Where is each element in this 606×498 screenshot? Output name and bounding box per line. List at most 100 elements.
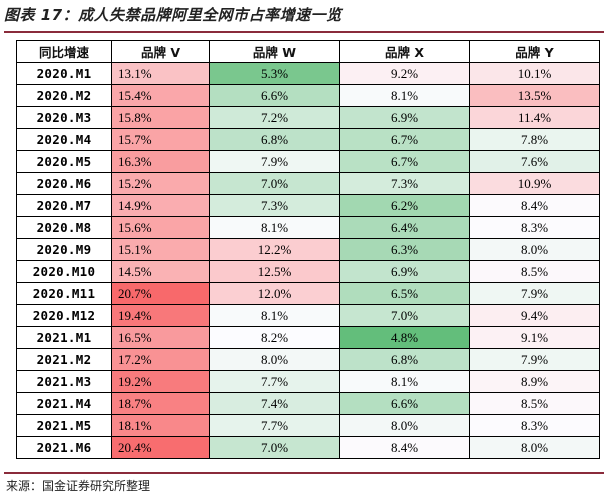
- cell-period: 2020.M8: [16, 216, 112, 239]
- cell-brand-v: 15.6%: [111, 216, 210, 239]
- header-brand-w: 品牌 W: [209, 40, 340, 63]
- cell-brand-y: 13.5%: [469, 84, 600, 107]
- source-rule: [4, 472, 604, 474]
- cell-brand-y: 8.0%: [469, 238, 600, 261]
- table-body: 2020.M1 13.1% 5.3% 9.2% 10.1% 2020.M2 15.4% 6.6…: [16, 62, 600, 459]
- cell-period: 2020.M2: [16, 84, 112, 107]
- cell-brand-x: 6.6%: [339, 392, 470, 415]
- cell-brand-w: 8.1%: [209, 216, 340, 239]
- cell-period: 2021.M1: [16, 326, 112, 349]
- table-row: 2021.M6 20.4% 7.0% 8.4% 8.0%: [16, 436, 600, 459]
- cell-period: 2020.M10: [16, 260, 112, 283]
- cell-brand-v: 19.4%: [111, 304, 210, 327]
- cell-brand-w: 7.0%: [209, 172, 340, 195]
- cell-brand-w: 8.2%: [209, 326, 340, 349]
- cell-brand-x: 6.5%: [339, 282, 470, 305]
- cell-brand-w: 6.6%: [209, 84, 340, 107]
- cell-brand-y: 8.0%: [469, 436, 600, 459]
- cell-brand-v: 19.2%: [111, 370, 210, 393]
- cell-brand-x: 6.3%: [339, 238, 470, 261]
- cell-period: 2021.M4: [16, 392, 112, 415]
- cell-brand-v: 18.7%: [111, 392, 210, 415]
- cell-period: 2021.M6: [16, 436, 112, 459]
- cell-brand-x: 8.4%: [339, 436, 470, 459]
- cell-brand-y: 9.1%: [469, 326, 600, 349]
- table-row: 2020.M1 13.1% 5.3% 9.2% 10.1%: [16, 62, 600, 85]
- cell-brand-v: 15.1%: [111, 238, 210, 261]
- cell-brand-w: 12.0%: [209, 282, 340, 305]
- cell-brand-w: 7.9%: [209, 150, 340, 173]
- cell-brand-y: 8.5%: [469, 392, 600, 415]
- cell-brand-w: 12.2%: [209, 238, 340, 261]
- cell-brand-v: 15.2%: [111, 172, 210, 195]
- table-row: 2020.M12 19.4% 8.1% 7.0% 9.4%: [16, 304, 600, 327]
- cell-brand-y: 7.9%: [469, 282, 600, 305]
- table-row: 2020.M7 14.9% 7.3% 6.2% 8.4%: [16, 194, 600, 217]
- cell-brand-v: 14.9%: [111, 194, 210, 217]
- cell-brand-x: 8.1%: [339, 84, 470, 107]
- table-row: 2020.M5 16.3% 7.9% 6.7% 7.6%: [16, 150, 600, 173]
- cell-brand-v: 20.7%: [111, 282, 210, 305]
- table-row: 2020.M8 15.6% 8.1% 6.4% 8.3%: [16, 216, 600, 239]
- cell-brand-y: 8.9%: [469, 370, 600, 393]
- cell-brand-w: 7.7%: [209, 414, 340, 437]
- table-row: 2020.M9 15.1% 12.2% 6.3% 8.0%: [16, 238, 600, 261]
- cell-brand-w: 7.4%: [209, 392, 340, 415]
- cell-brand-x: 9.2%: [339, 62, 470, 85]
- cell-period: 2020.M6: [16, 172, 112, 195]
- table-row: 2020.M6 15.2% 7.0% 7.3% 10.9%: [16, 172, 600, 195]
- cell-brand-y: 8.4%: [469, 194, 600, 217]
- table-row: 2020.M4 15.7% 6.8% 6.7% 7.8%: [16, 128, 600, 151]
- cell-brand-x: 4.8%: [339, 326, 470, 349]
- cell-brand-y: 9.4%: [469, 304, 600, 327]
- cell-brand-y: 10.9%: [469, 172, 600, 195]
- cell-brand-x: 8.0%: [339, 414, 470, 437]
- cell-brand-v: 16.3%: [111, 150, 210, 173]
- cell-brand-y: 10.1%: [469, 62, 600, 85]
- cell-brand-x: 8.1%: [339, 370, 470, 393]
- growth-table: 同比增速 品牌 V 品牌 W 品牌 X 品牌 Y 2020.M1 13.1% 5.3…: [16, 40, 600, 459]
- cell-brand-w: 8.0%: [209, 348, 340, 371]
- cell-brand-y: 8.3%: [469, 414, 600, 437]
- cell-brand-w: 7.7%: [209, 370, 340, 393]
- cell-period: 2020.M12: [16, 304, 112, 327]
- header-period: 同比增速: [16, 40, 112, 63]
- cell-period: 2020.M1: [16, 62, 112, 85]
- table-row: 2020.M11 20.7% 12.0% 6.5% 7.9%: [16, 282, 600, 305]
- cell-period: 2021.M5: [16, 414, 112, 437]
- cell-period: 2020.M11: [16, 282, 112, 305]
- cell-brand-y: 8.5%: [469, 260, 600, 283]
- cell-period: 2020.M5: [16, 150, 112, 173]
- table-header-row: 同比增速 品牌 V 品牌 W 品牌 X 品牌 Y: [16, 40, 600, 63]
- cell-brand-v: 16.5%: [111, 326, 210, 349]
- cell-period: 2021.M2: [16, 348, 112, 371]
- cell-brand-w: 7.3%: [209, 194, 340, 217]
- header-brand-v: 品牌 V: [111, 40, 210, 63]
- cell-brand-x: 6.2%: [339, 194, 470, 217]
- table-row: 2021.M5 18.1% 7.7% 8.0% 8.3%: [16, 414, 600, 437]
- cell-brand-x: 6.7%: [339, 128, 470, 151]
- cell-brand-w: 6.8%: [209, 128, 340, 151]
- cell-brand-y: 7.9%: [469, 348, 600, 371]
- cell-brand-v: 17.2%: [111, 348, 210, 371]
- cell-brand-w: 5.3%: [209, 62, 340, 85]
- cell-brand-v: 18.1%: [111, 414, 210, 437]
- cell-brand-v: 15.4%: [111, 84, 210, 107]
- cell-brand-y: 11.4%: [469, 106, 600, 129]
- cell-brand-v: 20.4%: [111, 436, 210, 459]
- cell-brand-x: 6.9%: [339, 260, 470, 283]
- table-row: 2020.M3 15.8% 7.2% 6.9% 11.4%: [16, 106, 600, 129]
- cell-period: 2021.M3: [16, 370, 112, 393]
- header-brand-x: 品牌 X: [339, 40, 470, 63]
- table-row: 2020.M10 14.5% 12.5% 6.9% 8.5%: [16, 260, 600, 283]
- cell-brand-x: 6.8%: [339, 348, 470, 371]
- cell-brand-v: 15.7%: [111, 128, 210, 151]
- table-row: 2021.M3 19.2% 7.7% 8.1% 8.9%: [16, 370, 600, 393]
- table-row: 2020.M2 15.4% 6.6% 8.1% 13.5%: [16, 84, 600, 107]
- cell-brand-v: 15.8%: [111, 106, 210, 129]
- cell-brand-v: 13.1%: [111, 62, 210, 85]
- cell-brand-w: 8.1%: [209, 304, 340, 327]
- source-note: 来源：国金证券研究所整理: [6, 479, 151, 493]
- figure-title: 图表 17：成人失禁品牌阿里全网市占率增速一览: [4, 6, 342, 24]
- cell-brand-x: 7.0%: [339, 304, 470, 327]
